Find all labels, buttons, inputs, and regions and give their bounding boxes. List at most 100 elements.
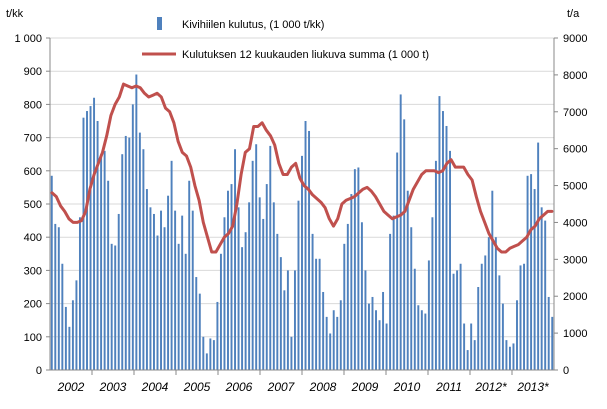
consumption-bar <box>512 343 515 370</box>
consumption-bar <box>188 180 191 370</box>
consumption-bar <box>223 217 226 370</box>
consumption-bar <box>283 290 286 370</box>
consumption-bar <box>530 174 533 370</box>
consumption-bar <box>286 270 289 370</box>
legend-bar-label: Kivihiilen kulutus, (1 000 t/kk) <box>182 19 324 31</box>
consumption-bar <box>311 233 314 370</box>
consumption-bar <box>480 263 483 370</box>
consumption-bar <box>516 300 518 370</box>
consumption-bar <box>142 149 145 370</box>
consumption-bar <box>153 213 155 370</box>
consumption-bar <box>290 336 293 370</box>
consumption-bar <box>237 207 240 370</box>
consumption-bar <box>276 233 279 370</box>
consumption-bar <box>389 233 392 370</box>
consumption-bar <box>403 119 406 370</box>
consumption-bar <box>456 270 459 370</box>
consumption-bar <box>360 222 363 370</box>
consumption-bar <box>399 94 402 370</box>
consumption-bar <box>491 190 494 370</box>
consumption-bar <box>523 263 526 370</box>
left-tick-label: 100 <box>24 332 42 344</box>
consumption-bar <box>167 195 170 370</box>
consumption-bar <box>473 340 476 370</box>
consumption-bar <box>301 155 303 370</box>
consumption-bar <box>297 200 300 370</box>
consumption-bar <box>78 217 81 370</box>
year-label: 2008 <box>309 380 337 394</box>
right-tick-label: 8000 <box>563 70 587 82</box>
consumption-bar <box>107 180 110 370</box>
consumption-bar <box>431 217 434 370</box>
consumption-bar <box>336 316 339 370</box>
left-tick-label: 1 000 <box>14 33 42 45</box>
consumption-bar <box>382 291 385 370</box>
left-tick-label: 0 <box>36 365 42 377</box>
consumption-bar <box>131 104 134 371</box>
consumption-bar <box>540 207 543 370</box>
consumption-bar <box>329 333 332 370</box>
consumption-bar <box>427 260 430 370</box>
consumption-bar <box>255 144 258 370</box>
consumption-bar <box>304 121 307 370</box>
legend-bar-swatch <box>157 17 162 30</box>
consumption-bar <box>434 160 437 370</box>
consumption-bar <box>322 291 325 370</box>
consumption-bar <box>413 268 416 370</box>
consumption-bar <box>385 323 388 370</box>
consumption-bar <box>114 245 117 370</box>
left-axis-unit: t/kk <box>6 8 24 20</box>
year-labels: 2002 2003 2004 2005 2006 2007 2008 2009 2010 2011… <box>57 370 549 394</box>
consumption-bar <box>71 300 74 370</box>
consumption-bar <box>272 202 275 370</box>
consumption-bar <box>508 346 511 370</box>
left-tick-label: 700 <box>24 133 42 145</box>
consumption-bar <box>396 152 399 370</box>
consumption-bar <box>308 130 311 370</box>
year-label: 2005 <box>183 380 211 394</box>
consumption-bar <box>406 190 409 370</box>
consumption-bar <box>149 207 152 370</box>
consumption-bar <box>209 338 212 370</box>
consumption-bar <box>163 227 166 370</box>
right-tick-label: 6000 <box>563 144 587 156</box>
left-tick-label: 300 <box>24 265 42 277</box>
left-tick-label: 800 <box>24 99 42 111</box>
right-tick-label: 1000 <box>563 328 587 340</box>
consumption-bar <box>216 301 219 370</box>
consumption-bar <box>551 316 554 370</box>
consumption-bar <box>417 305 420 370</box>
consumption-bar <box>494 237 497 370</box>
consumption-bar <box>248 202 251 370</box>
consumption-bar <box>128 137 131 370</box>
consumption-bar <box>424 313 427 370</box>
consumption-bar <box>212 340 215 370</box>
consumption-bar <box>452 273 455 370</box>
consumption-bar <box>265 184 268 370</box>
consumption-bar <box>346 223 349 370</box>
year-label: 2009 <box>351 380 379 394</box>
consumption-bar <box>103 150 106 370</box>
consumption-bar <box>343 243 346 370</box>
left-tick-label: 200 <box>24 299 42 311</box>
year-label: 2004 <box>141 380 169 394</box>
consumption-bar <box>75 280 78 370</box>
right-axis-ticks: 0 1000 2000 3000 4000 5000 6000 7000 8000 9000 <box>554 33 587 377</box>
consumption-bar <box>82 117 85 371</box>
consumption-bar <box>544 220 547 370</box>
left-tick-label: 600 <box>24 166 42 178</box>
consumption-bar <box>191 210 194 370</box>
consumption-bar <box>392 215 395 370</box>
right-tick-label: 5000 <box>563 181 587 193</box>
year-label: 2007 <box>267 380 296 394</box>
consumption-bar <box>251 160 254 370</box>
consumption-bar <box>526 175 529 370</box>
consumption-bar <box>160 210 162 370</box>
consumption-bar <box>420 310 423 370</box>
consumption-bar <box>234 149 237 370</box>
consumption-bar <box>438 96 441 370</box>
consumption-bar <box>519 265 522 370</box>
consumption-bar <box>445 125 448 370</box>
consumption-bar <box>61 263 64 370</box>
consumption-bar <box>174 210 177 370</box>
